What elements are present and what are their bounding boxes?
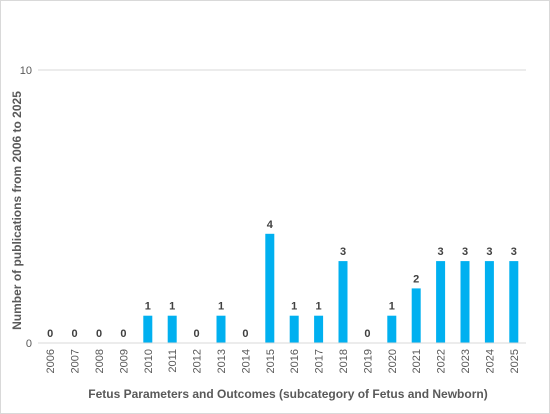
bar-2023 bbox=[460, 261, 470, 343]
x-tick-label-2011: 2011 bbox=[167, 349, 179, 373]
x-tick-label-2016: 2016 bbox=[289, 349, 301, 373]
x-tick-label-2020: 2020 bbox=[387, 349, 399, 373]
x-tick-label-2018: 2018 bbox=[338, 349, 350, 373]
x-tick-label-2019: 2019 bbox=[362, 349, 374, 373]
y-axis-ticks: 0 10 bbox=[20, 65, 32, 350]
data-label-2008: 0 bbox=[96, 328, 102, 340]
bar-2013 bbox=[216, 315, 226, 343]
bars bbox=[143, 233, 519, 343]
data-label-2018: 3 bbox=[340, 246, 346, 258]
bar-2010 bbox=[143, 315, 153, 343]
x-tick-label-2017: 2017 bbox=[314, 349, 326, 373]
data-label-2020: 1 bbox=[389, 301, 395, 313]
x-tick-label-2024: 2024 bbox=[484, 349, 496, 373]
bar-2018 bbox=[338, 261, 348, 343]
x-axis-ticks: 2006 2007 2008 2009 2010 2011 2012 2013 2014 2015… bbox=[45, 349, 521, 373]
data-label-2023: 3 bbox=[462, 246, 468, 258]
bar-2011 bbox=[167, 315, 177, 343]
x-axis-title: Fetus Parameters and Outcomes (subcatego… bbox=[88, 387, 487, 401]
x-tick-label-2010: 2010 bbox=[143, 349, 155, 373]
x-tick-label-2006: 2006 bbox=[45, 349, 57, 373]
bar-2020 bbox=[387, 315, 397, 343]
x-tick-label-2014: 2014 bbox=[240, 349, 252, 373]
bar-2022 bbox=[436, 261, 446, 343]
data-label-2007: 0 bbox=[72, 328, 78, 340]
data-label-2024: 3 bbox=[486, 246, 492, 258]
x-tick-label-2009: 2009 bbox=[118, 349, 130, 373]
data-label-2022: 3 bbox=[438, 246, 444, 258]
y-axis-title: Number of publications from 2006 to 2025 bbox=[10, 91, 24, 330]
x-tick-label-2023: 2023 bbox=[460, 349, 472, 373]
bar-2025 bbox=[509, 261, 519, 343]
y-tick-label-10: 10 bbox=[20, 65, 32, 77]
x-tick-label-2008: 2008 bbox=[94, 349, 106, 373]
bar-2016 bbox=[289, 315, 299, 343]
data-labels: 0 0 0 0 1 1 0 1 0 4 1 1 3 0 1 2 3 3 3 3 bbox=[47, 219, 517, 340]
bar-2024 bbox=[484, 261, 494, 343]
bar-2021 bbox=[411, 288, 421, 343]
x-tick-label-2007: 2007 bbox=[70, 349, 82, 373]
data-label-2009: 0 bbox=[120, 328, 126, 340]
data-label-2011: 1 bbox=[169, 301, 175, 313]
x-tick-label-2021: 2021 bbox=[411, 349, 423, 373]
data-label-2016: 1 bbox=[291, 301, 297, 313]
data-label-2014: 0 bbox=[242, 328, 248, 340]
data-label-2012: 0 bbox=[194, 328, 200, 340]
data-label-2019: 0 bbox=[364, 328, 370, 340]
bar-2017 bbox=[314, 315, 324, 343]
x-tick-label-2022: 2022 bbox=[436, 349, 448, 373]
data-label-2017: 1 bbox=[316, 301, 322, 313]
data-label-2015: 4 bbox=[267, 219, 274, 231]
x-tick-label-2015: 2015 bbox=[265, 349, 277, 373]
x-tick-label-2025: 2025 bbox=[509, 349, 521, 373]
data-label-2021: 2 bbox=[413, 273, 419, 285]
bar-2015 bbox=[265, 233, 275, 343]
y-tick-label-0: 0 bbox=[26, 338, 32, 350]
data-label-2006: 0 bbox=[47, 328, 53, 340]
data-label-2025: 3 bbox=[511, 246, 517, 258]
data-label-2010: 1 bbox=[145, 301, 151, 313]
x-tick-label-2012: 2012 bbox=[192, 349, 204, 373]
data-label-2013: 1 bbox=[218, 301, 224, 313]
x-tick-label-2013: 2013 bbox=[216, 349, 228, 373]
